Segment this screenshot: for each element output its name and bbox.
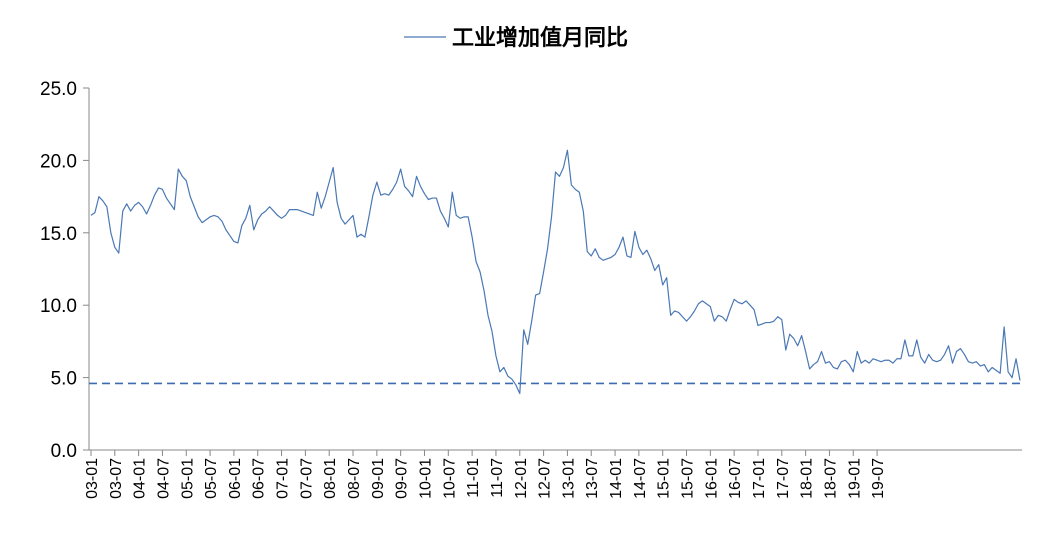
x-axis: 03-01 03-07 04-01 04-07 05-01 05-07 06-01 06-07… <box>84 449 1022 499</box>
x-tick-label: 17-07 <box>775 458 792 499</box>
x-tick-label: 12-07 <box>537 458 554 499</box>
x-tick-label: 19-01 <box>846 458 863 499</box>
x-tick-label: 14-01 <box>608 458 625 499</box>
x-tick-label: 17-01 <box>751 458 768 499</box>
x-tick-label: 04-07 <box>155 458 172 499</box>
x-tick-label: 13-07 <box>584 458 601 499</box>
legend-label: 工业增加值月同比 <box>452 25 628 51</box>
x-tick-label: 12-01 <box>513 458 530 499</box>
x-tick-label: 03-07 <box>108 458 125 499</box>
series-layer <box>90 149 1021 395</box>
x-tick-label: 11-07 <box>489 458 506 498</box>
x-tick-label: 07-01 <box>275 458 292 499</box>
x-tick-label: 16-07 <box>727 458 744 499</box>
x-tick-label: 08-07 <box>346 458 363 499</box>
x-tick-label: 19-07 <box>870 458 887 499</box>
x-tick-label: 15-01 <box>656 458 673 499</box>
x-tick-label: 13-01 <box>560 458 577 499</box>
x-tick-label: 04-01 <box>132 458 149 499</box>
y-tick-label: 10.0 <box>40 296 77 317</box>
x-tick-label: 16-01 <box>703 458 720 499</box>
y-tick-label: 0.0 <box>51 441 77 462</box>
y-tick-label: 20.0 <box>40 151 77 172</box>
legend: 工业增加值月同比 <box>404 25 628 51</box>
x-tick-label: 14-07 <box>632 458 649 499</box>
x-tick-label: 08-01 <box>322 458 339 499</box>
x-tick-label: 03-01 <box>84 458 101 499</box>
y-axis: 0.0 5.0 10.0 15.0 20.0 25.0 <box>40 79 90 462</box>
x-tick-label: 18-07 <box>822 458 839 499</box>
x-tick-label: 18-01 <box>799 458 816 499</box>
x-tick-label: 11-01 <box>465 458 482 498</box>
y-tick-label: 25.0 <box>40 79 77 100</box>
x-tick-label: 09-07 <box>394 458 411 499</box>
x-tick-label: 10-01 <box>417 458 434 499</box>
x-tick-label: 07-07 <box>298 458 315 499</box>
x-tick-label: 05-01 <box>179 458 196 499</box>
x-tick-label: 15-07 <box>680 458 697 499</box>
x-tick-label: 06-07 <box>251 458 268 499</box>
x-tick-label: 10-07 <box>441 458 458 499</box>
y-tick-label: 15.0 <box>40 224 77 245</box>
x-tick-label: 05-07 <box>203 458 220 499</box>
x-tick-label: 06-01 <box>227 458 244 499</box>
series-line-0 <box>90 149 1021 395</box>
x-tick-label: 09-01 <box>370 458 387 499</box>
y-tick-label: 5.0 <box>51 369 77 390</box>
